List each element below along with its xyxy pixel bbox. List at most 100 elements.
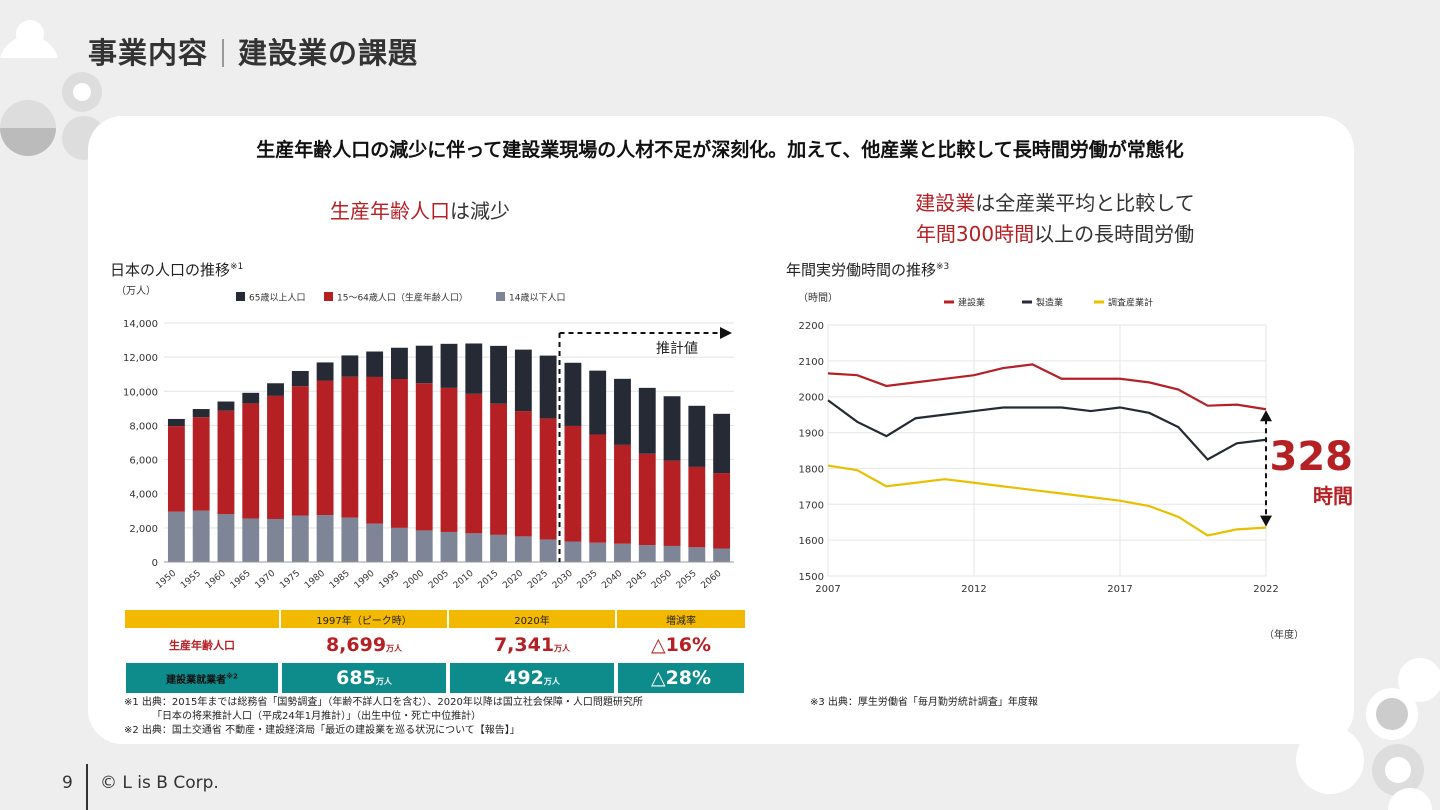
bar-segment [638, 545, 656, 562]
cell-value: 7,341万人 [449, 630, 615, 660]
cell-unit: 万人 [375, 677, 392, 686]
bar-segment [366, 523, 384, 562]
bar-segment [539, 418, 557, 540]
x-tick-label: 2022 [1253, 584, 1278, 595]
bar-segment [391, 527, 408, 562]
bar-segment [291, 370, 309, 387]
table-row: 建設業就業者※2 685万人 492万人 △28% [125, 662, 745, 694]
x-tick-label: 2015 [477, 569, 501, 591]
bar-segment [217, 410, 235, 515]
right-subtitle-text-2: 以上の長時間労働 [1034, 222, 1195, 246]
x-tick-label: 1960 [204, 568, 228, 591]
x-tick-label: 2045 [625, 569, 649, 591]
x-tick-label: 2000 [402, 568, 426, 591]
bar-segment [316, 515, 334, 562]
decoration-top-left [0, 20, 106, 160]
bar-segment [465, 343, 483, 394]
population-chart-title-note: ※1 [230, 262, 244, 272]
bar-segment [514, 411, 532, 537]
bar-segment [366, 376, 384, 524]
gap-arrowhead-top [1260, 410, 1272, 422]
bar-segment [242, 518, 260, 562]
bar-segment [440, 387, 458, 532]
cell-number: 492 [504, 667, 544, 689]
bar-segment [539, 355, 557, 419]
bar-segment [490, 403, 507, 535]
x-tick-label: 2017 [1107, 584, 1132, 595]
table-header-row: 1997年（ピーク時） 2020年 増減率 [125, 610, 745, 628]
bar-segment [167, 418, 185, 427]
row-label-note: ※2 [226, 672, 238, 681]
title-topic: 建設業の課題 [238, 36, 419, 70]
bar-segment [316, 380, 334, 516]
gap-unit: 時間 [1313, 484, 1353, 508]
legend-label: 製造業 [1036, 297, 1063, 309]
x-tick-label: 1995 [377, 569, 401, 591]
right-subtitle-emphasis-1: 建設業 [915, 191, 976, 215]
bar-segment [242, 403, 260, 519]
footnote-2: ※2 出典：国土交通省 不動産・建設経済局「最近の建設業を巡る状況について【報告… [124, 725, 520, 736]
bar-segment [440, 531, 458, 562]
gap-arrowhead-bottom [1260, 515, 1272, 527]
bar-segment [192, 409, 210, 418]
bar-segment [713, 473, 731, 549]
legend-label: 14歳以下人口 [509, 292, 565, 304]
bar-segment [713, 548, 731, 562]
bar-segment [514, 536, 532, 562]
footnote-1-line-2: 「日本の将来推計人口（平成24年1月推計）」（出生中位・死亡中位推計） [152, 711, 482, 722]
bar-segment [242, 392, 260, 404]
comparison-table: 1997年（ピーク時） 2020年 増減率 生産年齢人口 8,699万人 7,3… [123, 608, 747, 696]
cell-value: 492万人 [449, 662, 615, 694]
x-tick-label: 1965 [229, 569, 253, 591]
bar-segment [465, 393, 483, 534]
title-section: 事業内容 [88, 36, 209, 70]
bar-segment [514, 349, 532, 412]
bar-segment [713, 413, 731, 474]
bar-segment [316, 362, 334, 381]
bar-segment [415, 530, 433, 562]
x-tick-label: 1990 [353, 568, 377, 591]
bar-segment [564, 362, 582, 426]
population-chart-title: 日本の人口の推移※1 [110, 259, 243, 280]
cell-value: 8,699万人 [281, 630, 447, 660]
y-axis-unit: （万人） [116, 285, 156, 297]
bar-segment [638, 453, 656, 546]
population-chart: （万人） 65歳以上人口 15～64歳人口（生産年齢人口） 14歳以下人口 0 2,000… [116, 285, 734, 591]
x-tick-label: 1975 [278, 569, 302, 591]
forecast-arrowhead [720, 327, 732, 339]
x-tick-label: 2050 [650, 568, 674, 591]
left-subtitle-emphasis: 生産年齢人口 [330, 199, 450, 223]
page-title: 事業内容 建設業の課題 [88, 30, 418, 72]
x-tick-label: 2060 [700, 568, 724, 591]
bar-segment [490, 345, 507, 404]
x-tick-label: 2020 [501, 568, 525, 591]
y-tick-label: 14,000 [123, 319, 158, 330]
y-tick-label: 2100 [799, 357, 824, 368]
forecast-label: 推計値 [656, 341, 698, 357]
bar-segment [589, 370, 607, 435]
bar-segment [614, 444, 631, 544]
cell-rate: △28% [617, 662, 745, 694]
bar-segment [589, 434, 607, 543]
y-tick-label: 10,000 [123, 387, 158, 398]
y-tick-label: 1800 [799, 464, 824, 475]
bar-segment [167, 426, 185, 512]
bar-segment [564, 425, 582, 542]
working-hours-chart: （時間） 建設業 製造業 調査産業計 1500 1600 1700 1800 1900 2000 2… [798, 292, 1304, 641]
decoration-bottom-right [1296, 658, 1440, 810]
right-subtitle-text-1: は全産業平均と比較して [975, 191, 1195, 215]
bar-segment [366, 351, 384, 377]
gap-value: 328 [1269, 434, 1354, 480]
x-tick-label: 2030 [551, 568, 575, 591]
y-tick-label: 6,000 [129, 456, 158, 467]
x-tick-label: 2035 [576, 569, 600, 591]
legend-swatch [324, 292, 333, 301]
legend-label: 15～64歳人口（生産年齢人口） [337, 292, 468, 304]
y-tick-label: 12,000 [123, 353, 158, 364]
bar-segment [614, 543, 631, 562]
bar-segment [391, 378, 408, 528]
bar-segment [614, 378, 631, 445]
hours-chart-title-note: ※3 [936, 262, 950, 272]
footnote-3: ※3 出典：厚生労働省「毎月勤労統計調査」年度報 [810, 697, 1038, 708]
bar-segment [217, 401, 235, 411]
